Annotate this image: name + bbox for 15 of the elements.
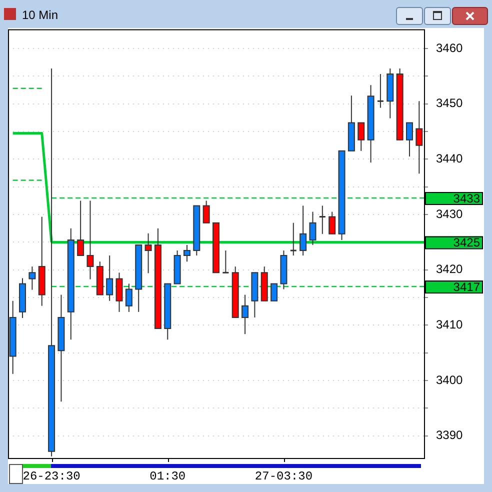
y-tick-label: 3440 xyxy=(436,152,464,166)
y-tick-label: 3430 xyxy=(436,206,464,221)
y-tick-label: 3420 xyxy=(436,262,464,276)
ref-line-label: 3417 xyxy=(453,280,480,294)
x-tick-label: 26-23:30 xyxy=(22,469,80,484)
y-tick-label: 3390 xyxy=(436,428,464,442)
y-tick-label: 3400 xyxy=(436,372,464,387)
y-tick-label: 3460 xyxy=(436,40,464,55)
y-tick-label: 3450 xyxy=(436,96,464,110)
x-tick-label: 27-03:30 xyxy=(254,469,313,484)
y-tick-label: 3410 xyxy=(436,318,464,332)
ref-line-label: 3425 xyxy=(453,236,480,250)
ref-line-label: 3433 xyxy=(453,191,480,206)
x-tick-label: 01:30 xyxy=(150,469,186,484)
chart-title: 10 Min xyxy=(22,7,58,24)
